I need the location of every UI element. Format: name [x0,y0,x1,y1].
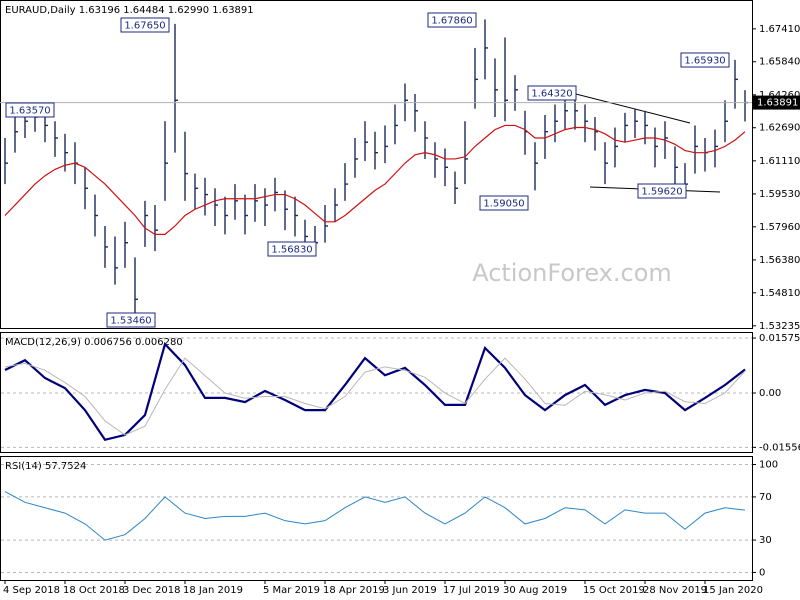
annotation-box [479,195,529,211]
panel-title: EURAUD,Daily 1.63196 1.64484 1.62990 1.6… [5,5,254,16]
x-tick-label: 3 Dec 2018 [123,585,181,596]
y-tick-label: -0.015568 [759,442,800,453]
y-tick-label: 1.61110 [759,156,800,167]
x-tick-label: 4 Sep 2018 [3,585,60,596]
annotation: 1.63570 [9,106,50,117]
x-tick-label: 18 Oct 2018 [63,585,125,596]
annotation-box [527,85,577,101]
annotation: 1.64320 [531,89,572,100]
x-tick-label: 15 Jan 2020 [703,585,763,596]
y-tick-label: 1.57960 [759,222,800,233]
y-tick-label: 1.64260 [759,90,800,101]
annotation: 1.56830 [271,245,312,256]
annotation-box [427,12,477,28]
x-tick-label: 30 Aug 2019 [503,585,567,596]
y-tick-label: 1.59530 [759,189,800,200]
annotation-box [267,241,317,257]
x-tick-label: 17 Jul 2019 [443,585,500,596]
annotation-box [106,312,156,328]
annotation: 1.65930 [684,56,725,67]
y-tick-label: 0.00 [759,388,781,399]
y-tick-label: 100 [759,460,778,471]
y-tick-label: 1.53235 [759,321,800,332]
annotation: 1.59620 [641,187,682,198]
y-tick-label: 1.62690 [759,123,800,134]
trend-line [559,89,691,124]
y-tick-label: 70 [759,492,772,503]
y-tick-label: 0 [759,567,765,578]
y-tick-label: 1.56380 [759,255,800,266]
y-tick-label: 0.01575 [759,333,800,344]
rsi-panel [0,456,753,581]
annotation: 1.59050 [483,199,524,210]
x-tick-label: 5 Mar 2019 [263,585,320,596]
annotation: 1.53460 [110,316,151,327]
panel-title: MACD(12,26,9) 0.006756 0.006280 [5,337,183,348]
macd-panel [0,332,753,453]
price-panel [0,0,753,329]
x-tick-label: 3 Jun 2019 [383,585,437,596]
y-tick-label: 1.54810 [759,288,800,299]
x-tick-label: 28 Nov 2019 [643,585,707,596]
indicator-line [4,357,746,436]
indicator-line [4,342,746,442]
indicator-line [4,491,746,541]
x-tick-label: 18 Apr 2019 [323,585,385,596]
annotation-box [5,102,55,118]
watermark: ActionForex.com [472,259,672,287]
y-tick-label: 1.65840 [759,57,800,68]
x-tick-label: 18 Jan 2019 [183,585,243,596]
annotation-box [120,17,170,33]
annotation: 1.67650 [124,21,165,32]
annotation-box [680,52,730,68]
last-price-box [753,95,800,110]
moving-average [4,124,746,235]
annotation: 1.67860 [431,16,472,27]
y-tick-label: 1.67410 [759,24,800,35]
x-tick-label: 15 Oct 2019 [583,585,645,596]
panel-title: RSI(14) 57.7524 [5,461,86,472]
annotation-box [637,183,687,199]
last-price-label: 1.63891 [757,98,798,109]
y-tick-label: 30 [759,535,772,546]
